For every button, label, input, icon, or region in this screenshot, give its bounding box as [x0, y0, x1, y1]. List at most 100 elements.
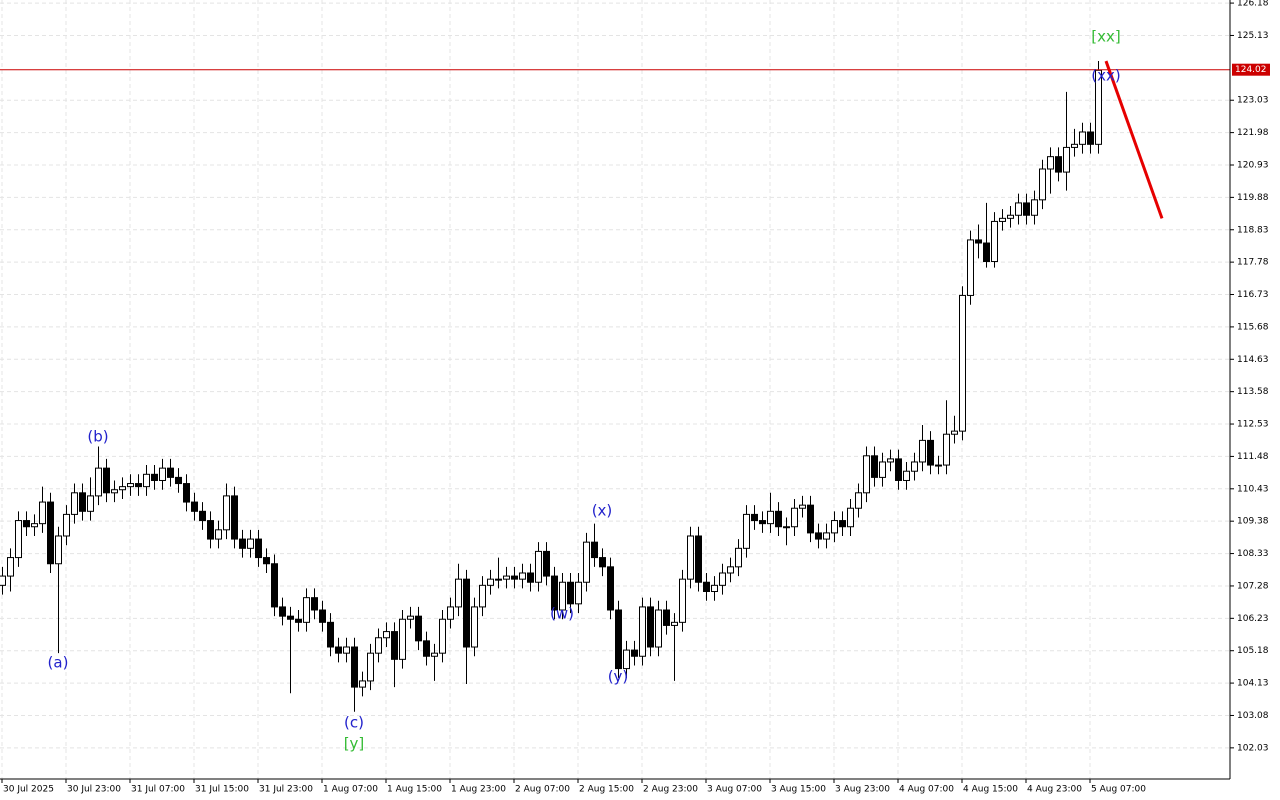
- candle-body: [39, 501, 46, 525]
- candle-body: [991, 220, 998, 263]
- candle-body: [919, 439, 926, 463]
- candle-body: [895, 458, 902, 481]
- price-label: 124.02: [1235, 65, 1267, 75]
- candle-body: [839, 520, 846, 528]
- y-tick-label: 114.63: [1237, 355, 1269, 365]
- candle-body: [399, 618, 406, 660]
- candle-body: [519, 572, 526, 580]
- candle-body: [215, 529, 222, 540]
- candle-body: [815, 532, 822, 540]
- candle-body: [151, 473, 158, 481]
- x-tick-label: 1 Aug 23:00: [451, 785, 506, 795]
- candle-body: [287, 615, 294, 620]
- candle-body: [1063, 146, 1070, 173]
- x-tick-label: 1 Aug 07:00: [323, 785, 378, 795]
- candle-body: [503, 575, 510, 580]
- candle-body: [767, 510, 774, 525]
- wave-label: [xx]: [1091, 28, 1120, 46]
- y-tick-label: 115.68: [1237, 322, 1269, 332]
- candle-body: [511, 575, 518, 580]
- candle-body: [223, 495, 230, 531]
- candle-body: [847, 507, 854, 528]
- candle-body: [759, 520, 766, 525]
- candle-body: [31, 523, 38, 528]
- candle-body: [15, 520, 22, 559]
- candle-body: [1071, 143, 1078, 148]
- y-tick-label: 111.48: [1237, 452, 1269, 462]
- candle-body: [191, 501, 198, 512]
- candle-body: [87, 495, 94, 512]
- candle-body: [295, 618, 302, 623]
- overlay: 124.02 (a) (b) (c) [y] (x) (w) (y) [xx] (xx): [0, 28, 1270, 753]
- candle-body: [967, 239, 974, 296]
- candle-body: [527, 572, 534, 583]
- y-tick-label: 121.98: [1237, 128, 1269, 138]
- wave-label: (w): [550, 605, 574, 623]
- candle-body: [1047, 156, 1054, 170]
- candle-body: [695, 535, 702, 583]
- x-tick-label: 1 Aug 15:00: [387, 785, 442, 795]
- candle-body: [927, 439, 934, 466]
- candle-body: [719, 572, 726, 586]
- candle-body: [1087, 131, 1094, 145]
- candle-body: [535, 550, 542, 583]
- candle-body: [1023, 202, 1030, 216]
- y-tick-label: 104.13: [1237, 679, 1269, 689]
- x-tick-label: 4 Aug 15:00: [963, 785, 1018, 795]
- candle-body: [159, 467, 166, 481]
- x-tick-label: 3 Aug 07:00: [707, 785, 762, 795]
- wave-label: (a): [48, 654, 69, 672]
- x-tick-label: 2 Aug 23:00: [643, 785, 698, 795]
- x-tick-label: 31 Jul 15:00: [195, 785, 249, 795]
- candle-body: [423, 640, 430, 657]
- candle-body: [655, 609, 662, 648]
- candle-body: [591, 541, 598, 559]
- candle-body: [63, 513, 70, 537]
- candle-body: [351, 646, 358, 688]
- candle-body: [751, 513, 758, 522]
- candle-body: [999, 217, 1006, 222]
- candle-body: [975, 239, 982, 244]
- candle-body: [231, 495, 238, 540]
- candle-body: [807, 504, 814, 534]
- candle-body: [783, 526, 790, 529]
- y-tick-label: 112.53: [1237, 420, 1269, 430]
- candle-body: [543, 550, 550, 577]
- candle-body: [879, 461, 886, 478]
- wave-label: [y]: [344, 735, 365, 753]
- y-tick-label: 106.23: [1237, 614, 1269, 624]
- x-tick-label: 3 Aug 23:00: [835, 785, 890, 795]
- wave-label: (b): [87, 428, 108, 446]
- candle-body: [943, 433, 950, 466]
- candle-body: [167, 467, 174, 478]
- candle-body: [383, 631, 390, 639]
- candle-body: [983, 242, 990, 263]
- candle-body: [711, 584, 718, 592]
- candle-body: [599, 557, 606, 568]
- x-tick-label: 2 Aug 15:00: [579, 785, 634, 795]
- candle-body: [935, 464, 942, 467]
- candle-body: [791, 507, 798, 528]
- candle-body: [135, 483, 142, 488]
- x-tick-label: 31 Jul 23:00: [259, 785, 313, 795]
- x-tick-label: 4 Aug 23:00: [1027, 785, 1082, 795]
- candle-body: [959, 294, 966, 432]
- candle-body: [679, 578, 686, 623]
- candle-body: [495, 578, 502, 581]
- candle-body: [671, 621, 678, 626]
- candle-body: [1055, 156, 1062, 173]
- candle-body: [279, 606, 286, 617]
- candle-body: [375, 637, 382, 654]
- candle-body: [391, 631, 398, 660]
- candle-body: [207, 520, 214, 540]
- price-label-box: [1232, 63, 1270, 76]
- candle-body: [111, 489, 118, 494]
- candle-body: [551, 575, 558, 611]
- candle-body: [607, 566, 614, 611]
- candle-body: [359, 680, 366, 688]
- x-tick-label: 30 Jul 23:00: [67, 785, 121, 795]
- candle-body: [823, 532, 830, 540]
- x-tick-label: 31 Jul 07:00: [131, 785, 185, 795]
